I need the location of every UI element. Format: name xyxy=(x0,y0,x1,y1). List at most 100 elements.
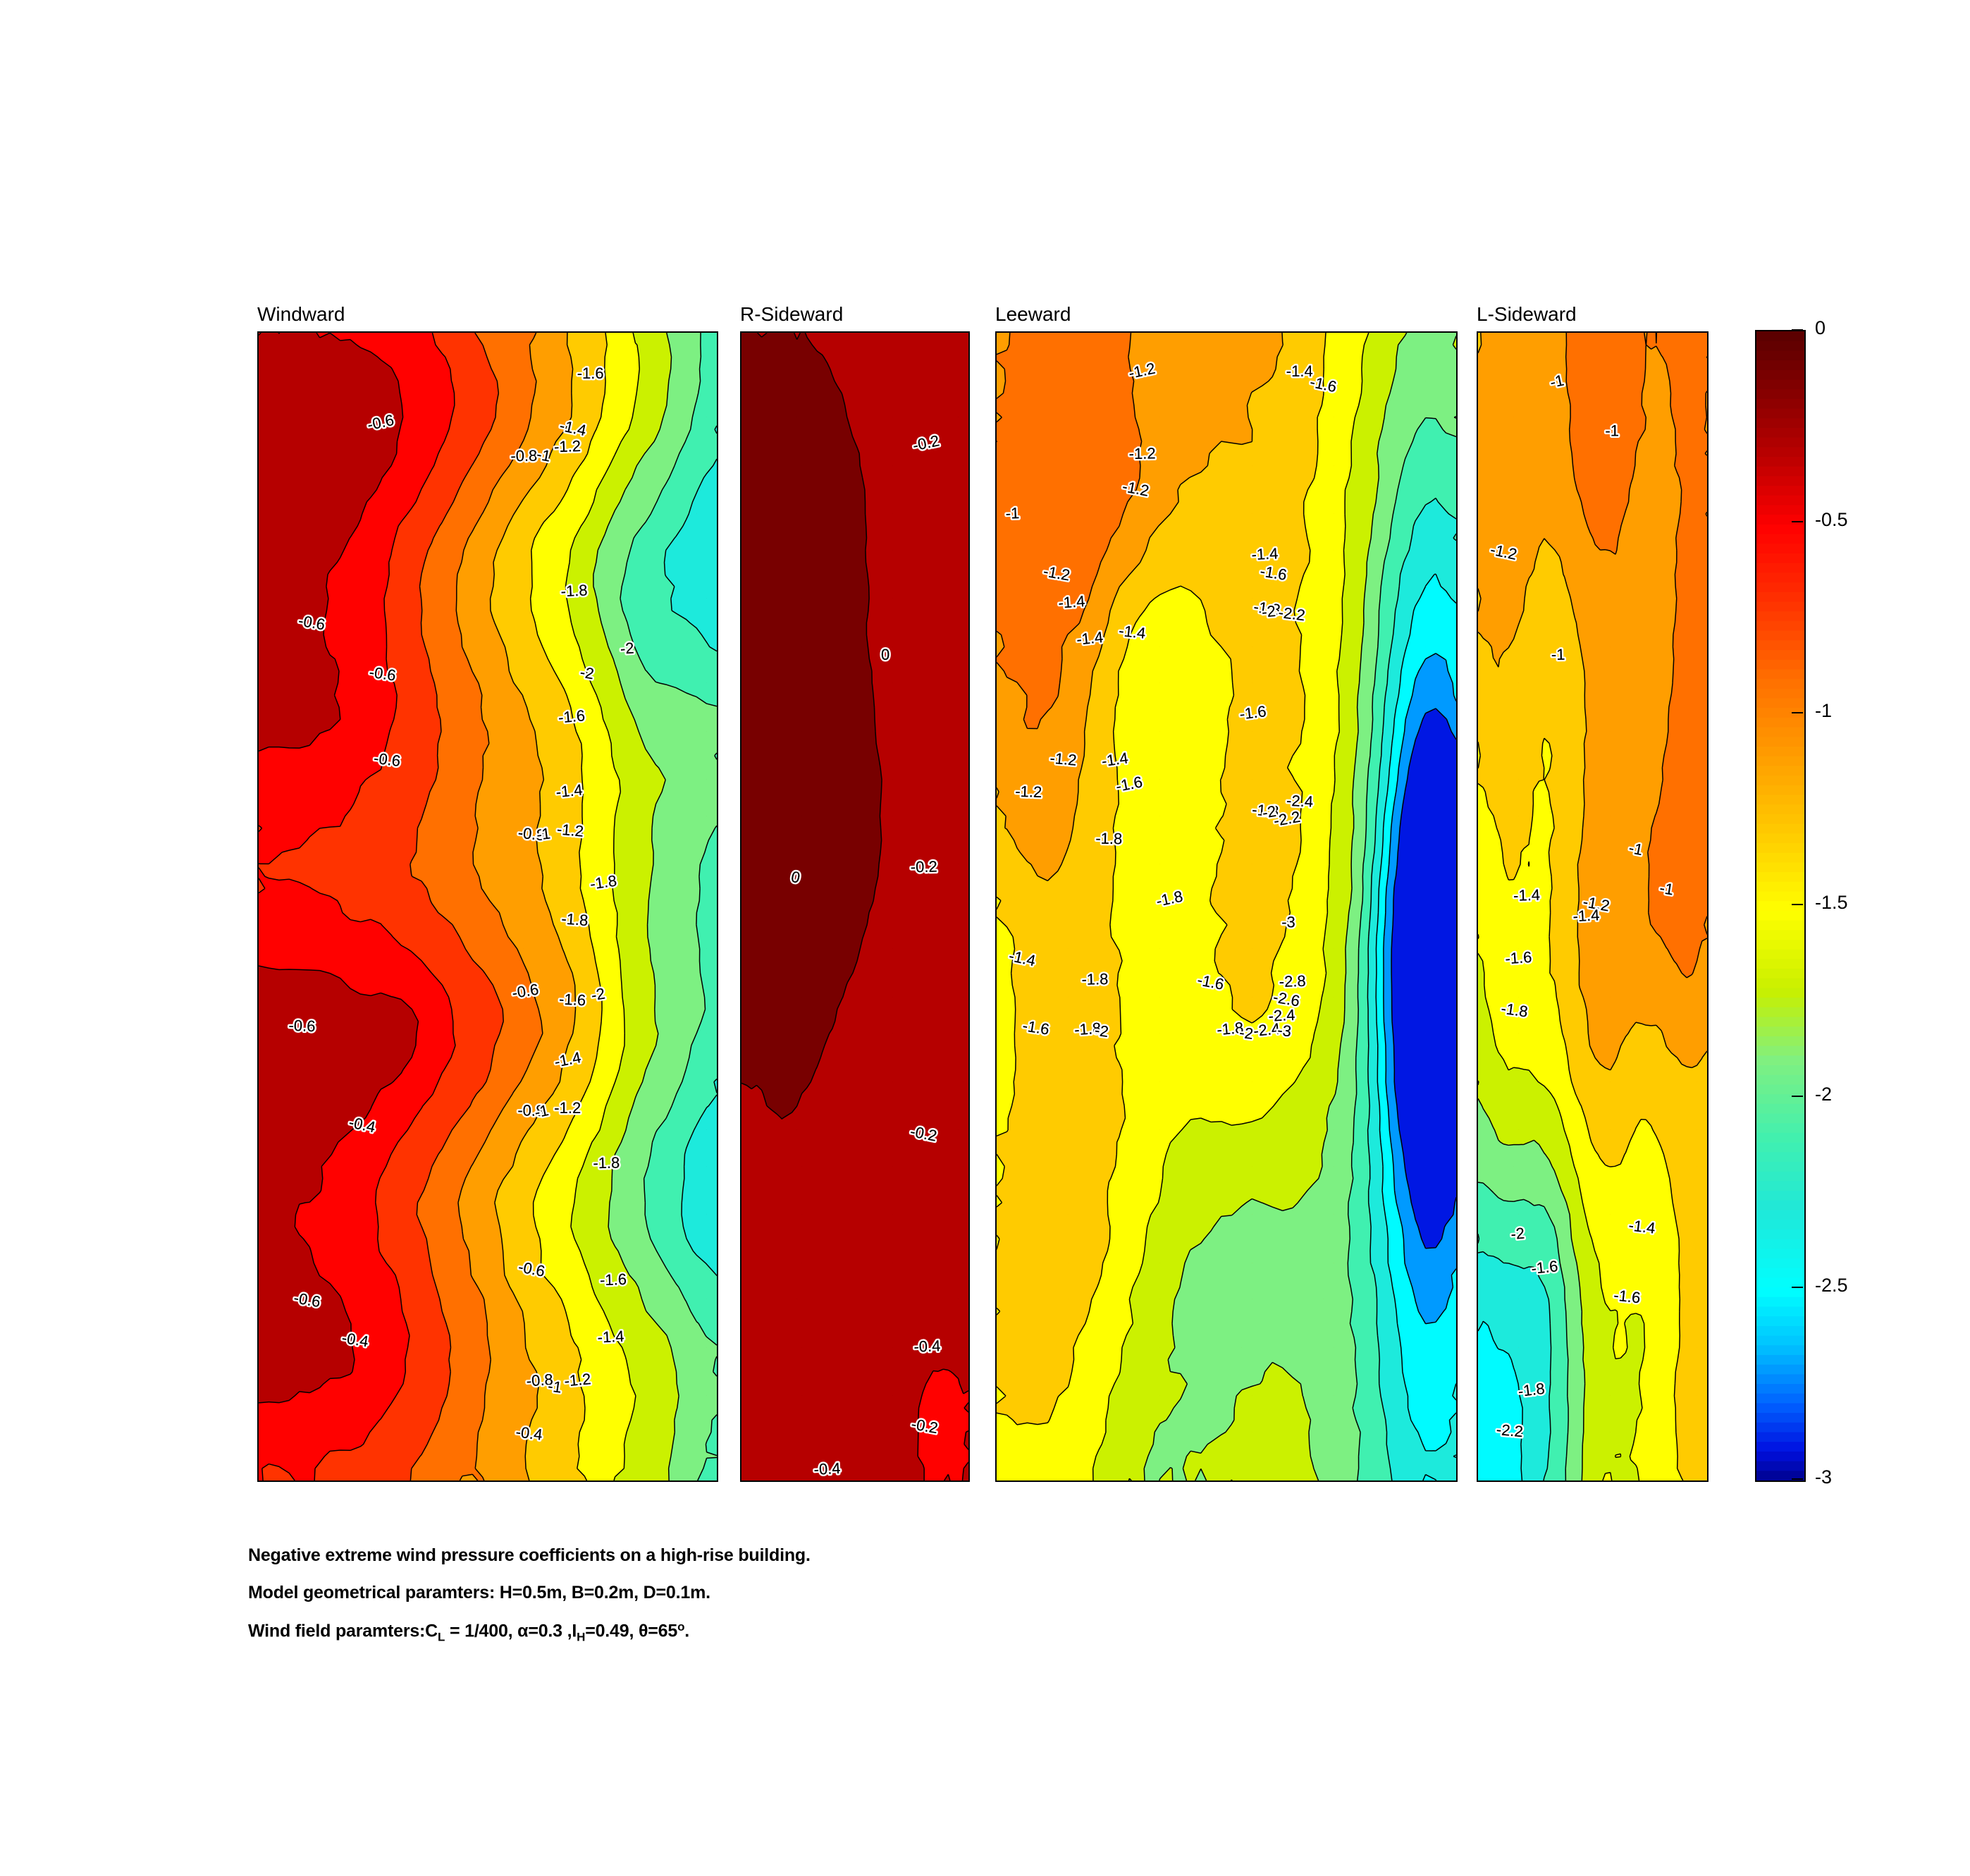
svg-text:-1.6: -1.6 xyxy=(600,1270,627,1289)
contour-label: -2.4-2.4 xyxy=(1266,1004,1297,1026)
svg-text:-2: -2 xyxy=(1238,1024,1254,1043)
svg-text:-1.8: -1.8 xyxy=(1216,1019,1244,1038)
svg-text:-3: -3 xyxy=(1281,913,1295,931)
svg-text:-1.8: -1.8 xyxy=(593,1154,620,1172)
svg-text:-1: -1 xyxy=(536,824,551,843)
contour-label: -1.8-1.8 xyxy=(1251,596,1283,620)
caption-line-3: Wind field paramters:CL = 1/400, α=0.3 ,… xyxy=(248,1620,689,1644)
svg-text:-1.4: -1.4 xyxy=(1076,628,1104,649)
contour-label: -1.4-1.4 xyxy=(1249,543,1280,565)
contour-label: -0.4-0.4 xyxy=(811,1457,842,1480)
contour-label: -1.8-1.8 xyxy=(559,908,591,931)
svg-text:-1.4: -1.4 xyxy=(1286,362,1313,380)
colorbar-tick-label: -1.5 xyxy=(1815,892,1848,913)
contour-label: -1.4-1.4 xyxy=(1284,360,1315,381)
svg-text:-1.8: -1.8 xyxy=(589,872,618,893)
svg-text:-0.4: -0.4 xyxy=(813,1459,841,1478)
svg-text:-3: -3 xyxy=(1276,1021,1292,1040)
svg-text:-1.2: -1.2 xyxy=(554,1099,581,1117)
caption-line-1: Negative extreme wind pressure coefficie… xyxy=(248,1545,811,1565)
svg-text:-1.6: -1.6 xyxy=(1613,1287,1641,1307)
svg-text:-1.4: -1.4 xyxy=(597,1328,624,1347)
contour-label: -1.2-1.2 xyxy=(555,819,586,842)
svg-text:-0.4: -0.4 xyxy=(913,1337,941,1355)
svg-text:-1.2: -1.2 xyxy=(1049,749,1078,769)
contour-label: -1-1 xyxy=(1603,420,1621,441)
colorbar-tick-mark xyxy=(1792,904,1803,905)
colorbar-tick-mark xyxy=(1792,712,1803,714)
svg-text:-1.8: -1.8 xyxy=(1081,970,1108,988)
svg-text:-0.8: -0.8 xyxy=(526,1371,554,1390)
svg-text:-2.2: -2.2 xyxy=(1496,1421,1524,1440)
svg-text:-1.4: -1.4 xyxy=(1572,906,1600,925)
svg-text:-0.2: -0.2 xyxy=(911,431,941,454)
contour-label: -1.8-1.8 xyxy=(1214,1017,1246,1041)
svg-text:-1.8: -1.8 xyxy=(560,581,588,600)
svg-text:-1.4: -1.4 xyxy=(1118,622,1146,642)
colorbar-tick-label: -2.5 xyxy=(1815,1275,1848,1296)
svg-text:-1: -1 xyxy=(1005,504,1019,522)
contour-label: -0.6-0.6 xyxy=(287,1014,318,1036)
svg-text:-2.4: -2.4 xyxy=(1252,1019,1281,1040)
svg-text:-1.8: -1.8 xyxy=(560,581,588,600)
colorbar-tick-mark xyxy=(1792,1095,1803,1097)
svg-text:-2: -2 xyxy=(1261,602,1276,621)
contour-label: -2.2-2.2 xyxy=(1494,1418,1525,1442)
svg-text:-1.4: -1.4 xyxy=(1058,592,1086,612)
contour-label: -1.8-1.8 xyxy=(1080,969,1110,991)
svg-text:-2.4: -2.4 xyxy=(1286,792,1314,811)
svg-text:0: 0 xyxy=(881,646,889,663)
svg-text:-2.4: -2.4 xyxy=(1286,792,1314,811)
contour-label: -0.2-0.2 xyxy=(909,856,939,878)
colorbar-tick-label: -0.5 xyxy=(1815,508,1848,530)
svg-text:-1.2: -1.2 xyxy=(1128,444,1155,462)
svg-text:-1.6: -1.6 xyxy=(1259,562,1288,584)
svg-text:-2: -2 xyxy=(579,663,595,683)
svg-text:-2: -2 xyxy=(1510,1224,1525,1243)
contour-label: -1-1 xyxy=(1657,877,1677,900)
contour-label: -1.4-1.4 xyxy=(1116,620,1148,644)
svg-text:-0.8: -0.8 xyxy=(526,1371,554,1390)
svg-text:-0.8: -0.8 xyxy=(517,823,546,844)
svg-text:-1.8: -1.8 xyxy=(1216,1019,1244,1038)
svg-text:-1.6: -1.6 xyxy=(1530,1257,1558,1277)
svg-text:-0.6: -0.6 xyxy=(288,1017,316,1035)
svg-text:-2.2: -2.2 xyxy=(1277,603,1306,624)
contour-label: -2-2 xyxy=(1508,1222,1527,1245)
contour-label: -2-2 xyxy=(618,637,636,659)
svg-text:-2.2: -2.2 xyxy=(1496,1421,1524,1440)
svg-text:-1.4: -1.4 xyxy=(597,1328,624,1347)
svg-text:-1.2: -1.2 xyxy=(556,820,584,840)
svg-text:-1.8: -1.8 xyxy=(1252,598,1281,619)
contour-panel-l-sideward: -1 -1 -1 -1 -1.2 -1.2 -1 -1 -1 -1 -1.4 -1.4 -1.2 -1.2… xyxy=(1477,331,1709,1482)
svg-text:-0.6: -0.6 xyxy=(373,749,402,770)
contour-label: -1.4-1.4 xyxy=(553,779,585,803)
svg-text:-1: -1 xyxy=(1605,422,1619,440)
contour-label: -2-2 xyxy=(577,661,597,685)
contour-label: -1.6-1.6 xyxy=(1503,946,1534,969)
svg-text:-1.2: -1.2 xyxy=(554,437,581,455)
svg-text:-1.2: -1.2 xyxy=(563,1370,591,1390)
contour-label: -1.8-1.8 xyxy=(1498,998,1531,1022)
contour-label: -2-2 xyxy=(1260,601,1279,623)
contour-label: -0.4-0.4 xyxy=(513,1421,546,1445)
caption-degree-superscript: o xyxy=(677,1620,685,1633)
svg-text:-1.4: -1.4 xyxy=(555,780,583,801)
colorbar-tick-mark xyxy=(1792,520,1803,522)
contour-label: -3-3 xyxy=(1280,912,1298,933)
svg-text:-1.8: -1.8 xyxy=(1252,598,1281,619)
svg-text:-0.2: -0.2 xyxy=(911,858,937,876)
svg-text:-0.8: -0.8 xyxy=(517,1101,544,1120)
contour-label: -1.8-1.8 xyxy=(558,580,589,602)
svg-text:-1.8: -1.8 xyxy=(1081,970,1108,988)
svg-text:-1.8: -1.8 xyxy=(1073,1019,1102,1039)
contour-label: -1.4-1.4 xyxy=(1099,747,1131,772)
svg-text:-1.8: -1.8 xyxy=(1517,1380,1546,1400)
caption-ih-subscript: H xyxy=(577,1630,586,1644)
svg-text:-2: -2 xyxy=(1261,602,1276,621)
caption-cl-subscript: L xyxy=(438,1630,445,1644)
svg-text:-1.4: -1.4 xyxy=(1627,1216,1656,1237)
svg-text:-1.6: -1.6 xyxy=(1505,948,1533,968)
svg-text:-2.8: -2.8 xyxy=(1279,972,1306,991)
